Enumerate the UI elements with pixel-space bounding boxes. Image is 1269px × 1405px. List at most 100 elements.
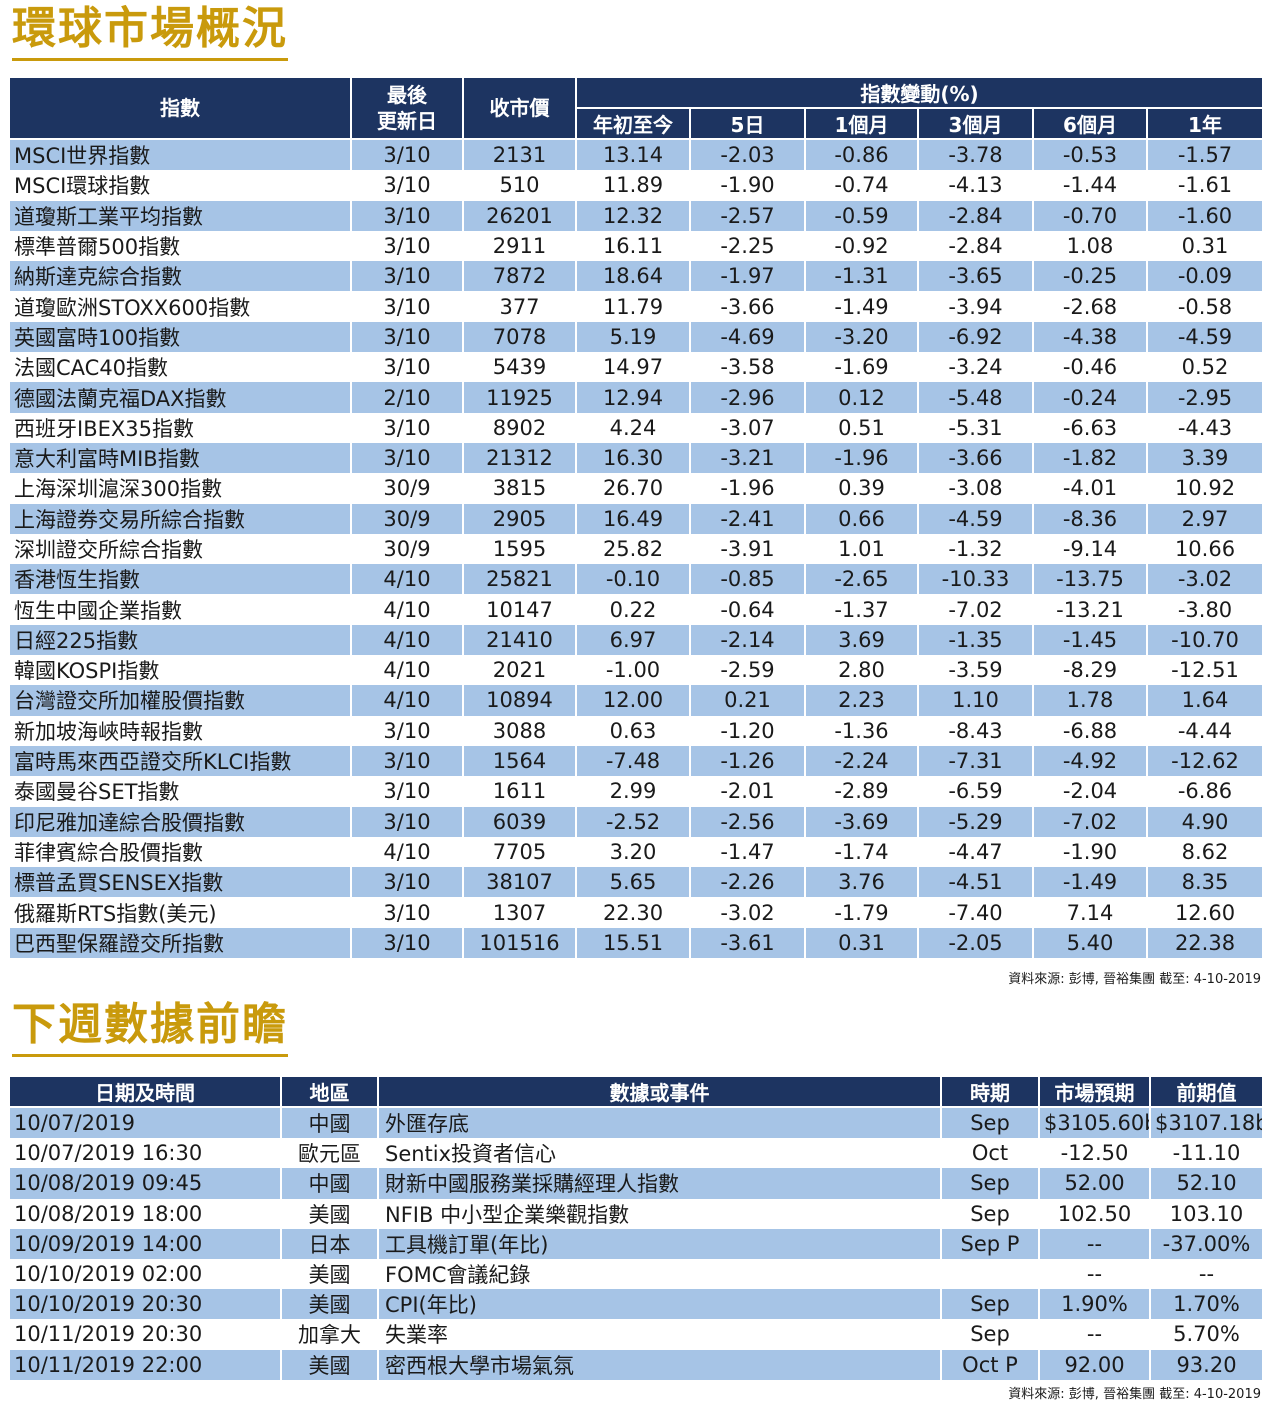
1m-change-cell: -1.31 — [806, 261, 919, 292]
1m-change-cell: 0.39 — [806, 473, 919, 504]
1m-change-cell: -1.37 — [806, 594, 919, 625]
1m-change-cell: 3.76 — [806, 867, 919, 898]
close-price-cell: 6039 — [464, 806, 577, 837]
1m-change-cell: -0.59 — [806, 200, 919, 231]
event-cell: Sentix投資者信心 — [379, 1138, 942, 1169]
last-update-cell: 3/10 — [352, 170, 464, 201]
index-name-cell: 西班牙IBEX35指數 — [10, 412, 352, 443]
last-update-cell: 2/10 — [352, 382, 464, 413]
next-week-title: 下週數據前瞻 — [12, 1000, 288, 1057]
ytd-change-cell: 5.65 — [577, 867, 691, 898]
table-row: 法國CAC40指數 3/10 5439 14.97 -3.58 -1.69 -3.24 -0.… — [10, 352, 1263, 383]
close-price-cell: 2905 — [464, 503, 577, 534]
table-row: 富時馬來西亞證交所KLCI指數 3/10 1564 -7.48 -1.26 -2.24 -7… — [10, 745, 1263, 777]
forecast-cell: 52.00 — [1040, 1168, 1151, 1199]
6m-change-cell: -1.49 — [1034, 867, 1148, 898]
region-cell: 美國 — [282, 1289, 379, 1320]
region-cell: 美國 — [282, 1258, 379, 1290]
last-update-cell: 4/10 — [352, 564, 464, 595]
index-name-cell: 上海證券交易所綜合指數 — [10, 503, 352, 534]
1m-change-cell: 0.12 — [806, 382, 919, 413]
previous-cell: 52.10 — [1151, 1168, 1262, 1199]
last-update-cell: 3/10 — [352, 321, 464, 353]
header-close: 收市價 — [464, 78, 577, 140]
index-name-cell: 標普孟買SENSEX指數 — [10, 867, 352, 898]
forecast-cell: 102.50 — [1040, 1198, 1151, 1229]
ytd-change-cell: 16.11 — [577, 230, 691, 262]
period-cell: Sep — [942, 1108, 1040, 1139]
header-previous: 前期值 — [1151, 1077, 1262, 1108]
5d-change-cell: -2.01 — [691, 776, 806, 807]
6m-change-cell: -13.75 — [1034, 564, 1148, 595]
3m-change-cell: -4.47 — [919, 836, 1034, 868]
header-change-group: 指數變動(%) — [577, 78, 1263, 109]
close-price-cell: 5439 — [464, 352, 577, 383]
1y-change-cell: -4.44 — [1148, 715, 1263, 746]
1y-change-cell: -10.70 — [1148, 624, 1263, 656]
1m-change-cell: 2.80 — [806, 655, 919, 686]
1y-change-cell: -1.60 — [1148, 200, 1263, 231]
5d-change-cell: -0.85 — [691, 564, 806, 595]
5d-change-cell: -3.21 — [691, 442, 806, 474]
1y-change-cell: 1.64 — [1148, 685, 1263, 716]
previous-cell: 1.70% — [1151, 1289, 1262, 1320]
event-cell: 失業率 — [379, 1319, 942, 1350]
index-name-cell: 富時馬來西亞證交所KLCI指數 — [10, 745, 352, 777]
table-row: 印尼雅加達綜合股價指數 3/10 6039 -2.52 -2.56 -3.69 -5.29-… — [10, 806, 1263, 837]
last-update-cell: 3/10 — [352, 412, 464, 443]
header-forecast: 市場預期 — [1040, 1077, 1151, 1108]
3m-change-cell: 1.10 — [919, 685, 1034, 716]
5d-change-cell: -2.96 — [691, 382, 806, 413]
table-row: 深圳證交所綜合指數 30/9 1595 25.82 -3.91 1.01 -1.32 -9.1… — [10, 533, 1263, 565]
close-price-cell: 1611 — [464, 776, 577, 807]
event-cell: 財新中國服務業採購經理人指數 — [379, 1168, 942, 1199]
ytd-change-cell: -0.10 — [577, 564, 691, 595]
header-1m: 1個月 — [806, 109, 919, 140]
6m-change-cell: -9.14 — [1034, 533, 1148, 565]
last-update-cell: 3/10 — [352, 230, 464, 262]
close-price-cell: 7705 — [464, 836, 577, 868]
close-price-cell: 1595 — [464, 533, 577, 565]
previous-cell: -- — [1151, 1258, 1262, 1290]
3m-change-cell: -8.43 — [919, 715, 1034, 746]
3m-change-cell: -3.78 — [919, 140, 1034, 171]
6m-change-cell: -2.04 — [1034, 776, 1148, 807]
forecast-cell: -- — [1040, 1258, 1151, 1290]
index-name-cell: 道瓊斯工業平均指數 — [10, 200, 352, 231]
global-market-table: 指數 最後 更新日 收市價 指數變動(%) 年初至今 5日 1個月 3個月 6個… — [10, 78, 1263, 959]
forecast-cell: 1.90% — [1040, 1289, 1151, 1320]
close-price-cell: 2131 — [464, 140, 577, 171]
table-row: 巴西聖保羅證交所指數 3/10 101516 15.51 -3.61 0.31 -2.05 5… — [10, 927, 1263, 959]
5d-change-cell: -2.57 — [691, 200, 806, 231]
datetime-cell: 10/11/2019 20:30 — [10, 1319, 282, 1350]
6m-change-cell: -0.46 — [1034, 352, 1148, 383]
table-row: 台灣證交所加權股價指數 4/10 10894 12.00 0.21 2.23 1.10 1.7… — [10, 685, 1263, 716]
1y-change-cell: -12.62 — [1148, 745, 1263, 777]
index-name-cell: 印尼雅加達綜合股價指數 — [10, 806, 352, 837]
1m-change-cell: 2.23 — [806, 685, 919, 716]
6m-change-cell: -0.25 — [1034, 261, 1148, 292]
1y-change-cell: 0.31 — [1148, 230, 1263, 262]
period-cell — [942, 1258, 1040, 1290]
table-row: 上海深圳滬深300指數 30/9 3815 26.70 -1.96 0.39 -3.08 -4… — [10, 473, 1263, 504]
previous-cell: -37.00% — [1151, 1228, 1262, 1259]
5d-change-cell: -2.14 — [691, 624, 806, 656]
1y-change-cell: -2.95 — [1148, 382, 1263, 413]
3m-change-cell: -10.33 — [919, 564, 1034, 595]
last-update-cell: 3/10 — [352, 291, 464, 322]
table-row: 上海證券交易所綜合指數 30/9 2905 16.49 -2.41 0.66 -4.59 -8… — [10, 503, 1263, 534]
previous-cell: 5.70% — [1151, 1319, 1262, 1350]
1m-change-cell: -0.86 — [806, 140, 919, 171]
6m-change-cell: 5.40 — [1034, 927, 1148, 959]
3m-change-cell: -4.51 — [919, 867, 1034, 898]
datetime-cell: 10/09/2019 14:00 — [10, 1228, 282, 1259]
close-price-cell: 3815 — [464, 473, 577, 504]
close-price-cell: 11925 — [464, 382, 577, 413]
1m-change-cell: -0.74 — [806, 170, 919, 201]
last-update-cell: 3/10 — [352, 442, 464, 474]
close-price-cell: 7872 — [464, 261, 577, 292]
forecast-cell: 92.00 — [1040, 1349, 1151, 1380]
1y-change-cell: 0.52 — [1148, 352, 1263, 383]
3m-change-cell: -3.59 — [919, 655, 1034, 686]
5d-change-cell: -1.47 — [691, 836, 806, 868]
